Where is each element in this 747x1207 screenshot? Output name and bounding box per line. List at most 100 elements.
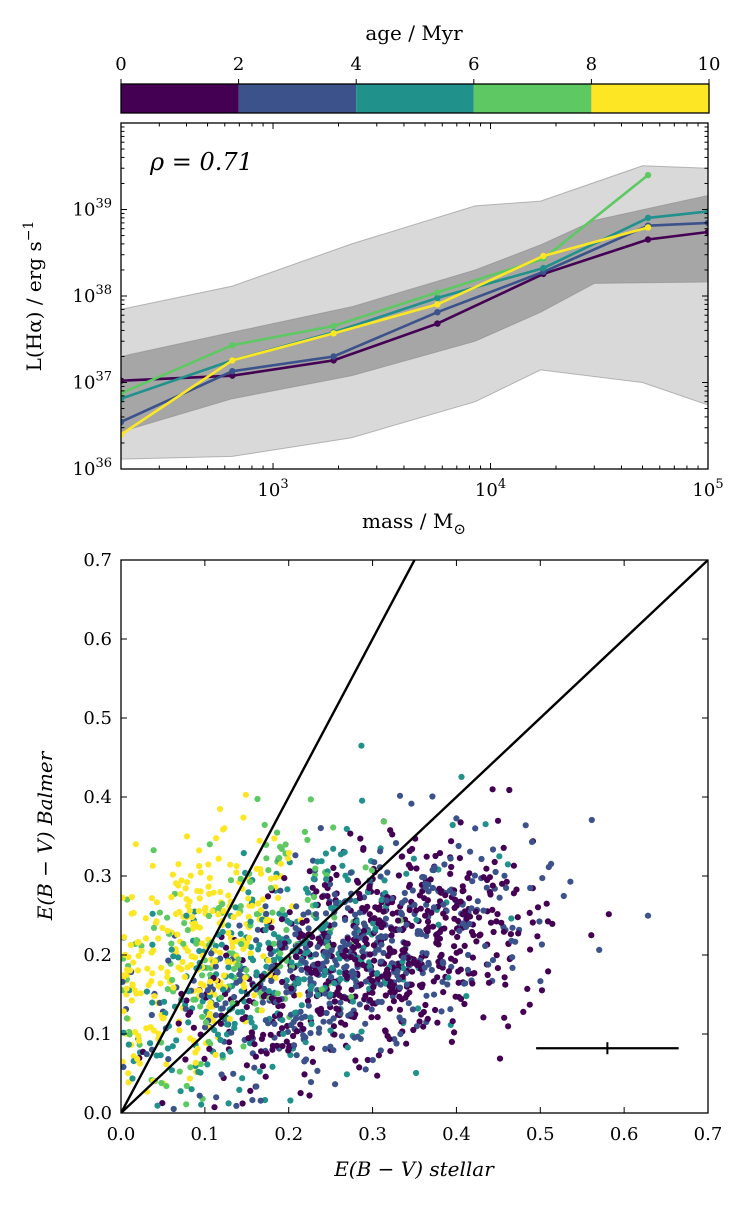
- scatter-point: [487, 891, 494, 898]
- scatter-point: [472, 825, 479, 832]
- scatter-point: [398, 996, 405, 1003]
- scatter-point: [194, 887, 201, 895]
- scatter-point: [176, 1027, 183, 1034]
- bottom-xlabel: E(B − V) stellar: [333, 1157, 495, 1181]
- scatter-point: [344, 935, 351, 942]
- scatter-point: [242, 1014, 249, 1021]
- scatter-point: [326, 1018, 333, 1025]
- series-point-1: [229, 368, 236, 375]
- scatter-point: [368, 1006, 375, 1013]
- line-slope-two: [121, 560, 416, 1113]
- scatter-point: [384, 966, 391, 974]
- scatter-point: [135, 1032, 142, 1040]
- scatter-point: [304, 836, 311, 844]
- scatter-point: [459, 888, 466, 895]
- scatter-point: [413, 907, 420, 914]
- scatter-point: [269, 1046, 276, 1053]
- scatter-point: [279, 1043, 286, 1050]
- scatter-point: [489, 846, 497, 853]
- colorbar-frame: [120, 83, 710, 114]
- scatter-point: [435, 941, 442, 948]
- scatter-point: [181, 973, 188, 981]
- scatter-point: [121, 934, 128, 941]
- colorbar-tick-label: 4: [350, 54, 361, 75]
- scatter-point: [269, 909, 276, 916]
- scatter-point: [340, 938, 347, 945]
- scatter-point: [307, 978, 314, 985]
- scatter-point: [458, 773, 465, 781]
- scatter-point: [459, 920, 467, 927]
- scatter-point: [319, 893, 326, 901]
- scatter-point: [429, 923, 437, 930]
- scatter-point: [398, 853, 405, 860]
- scatter-point: [363, 1004, 370, 1011]
- scatter-point: [237, 903, 244, 910]
- scatter-point: [484, 876, 491, 884]
- scatter-point: [396, 792, 404, 799]
- scatter-point: [349, 998, 356, 1005]
- scatter-point: [436, 850, 444, 857]
- scatter-point: [228, 972, 235, 980]
- series-line-3: [121, 174, 649, 395]
- scatter-point: [444, 981, 451, 988]
- scatter-point: [396, 926, 403, 933]
- scatter-point: [324, 893, 331, 900]
- scatter-point: [135, 1037, 142, 1044]
- scatter-point: [475, 914, 483, 921]
- scatter-point: [596, 946, 603, 954]
- scatter-point: [313, 970, 320, 978]
- scatter-point: [527, 884, 534, 892]
- scatter-point: [217, 949, 224, 956]
- scatter-point: [234, 1009, 242, 1016]
- scatter-point: [177, 1088, 184, 1095]
- scatter-point: [417, 905, 424, 912]
- scatter-point: [197, 980, 204, 987]
- scatter-point: [121, 1058, 126, 1065]
- scatter-point: [529, 919, 536, 926]
- scatter-point: [494, 817, 502, 824]
- scatter-point: [257, 870, 265, 877]
- scatter-point: [164, 986, 171, 993]
- scatter-point: [279, 1017, 286, 1024]
- scatter-point: [256, 837, 263, 844]
- scatter-point: [473, 938, 480, 945]
- scatter-point: [183, 1101, 190, 1108]
- scatter-point: [228, 1029, 235, 1036]
- scatter-point: [343, 825, 350, 833]
- scatter-point: [287, 967, 294, 974]
- scatter-point: [434, 974, 441, 981]
- scatter-point: [275, 996, 283, 1004]
- scatter-point: [328, 974, 335, 981]
- scatter-point: [298, 1002, 305, 1009]
- scatter-point: [199, 972, 206, 979]
- scatter-point: [310, 875, 317, 883]
- scatter-point: [198, 992, 206, 999]
- scatter-point: [380, 949, 387, 957]
- scatter-point: [312, 951, 320, 958]
- scatter-point: [352, 897, 359, 905]
- scatter-point: [482, 821, 489, 828]
- scatter-point: [300, 1025, 307, 1033]
- scatter-point: [266, 945, 273, 952]
- scatter-point: [268, 924, 275, 931]
- y-tick-label: 0.3: [83, 866, 112, 887]
- scatter-point: [409, 887, 416, 894]
- scatter-point: [378, 941, 385, 948]
- scatter-point: [455, 842, 462, 850]
- scatter-point: [496, 853, 503, 860]
- scatter-point: [513, 886, 520, 893]
- scatter-point: [437, 953, 444, 961]
- scatter-point: [357, 835, 364, 842]
- scatter-point: [190, 996, 197, 1003]
- scatter-point: [377, 873, 384, 880]
- scatter-point: [253, 1083, 260, 1090]
- scatter-point: [163, 1083, 170, 1090]
- scatter-point: [229, 1000, 236, 1007]
- scatter-point: [227, 861, 234, 868]
- scatter-point: [260, 1031, 267, 1038]
- scatter-point: [253, 911, 260, 918]
- colorbar-tick-label: 8: [586, 54, 597, 75]
- scatter-point: [482, 942, 489, 950]
- scatter-point: [449, 929, 456, 936]
- scatter-point: [155, 935, 162, 942]
